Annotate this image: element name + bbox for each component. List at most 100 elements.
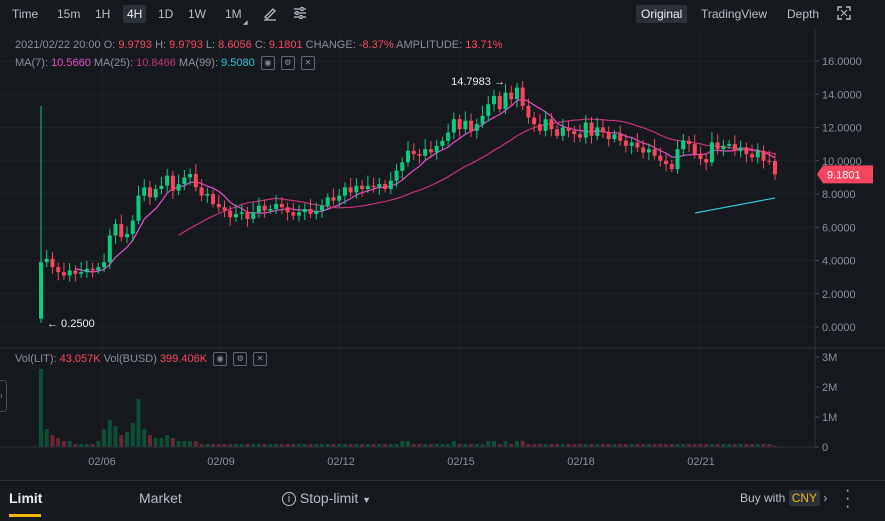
ma7-line	[75, 98, 776, 273]
volume-bar	[406, 441, 410, 447]
candle-body	[434, 145, 439, 153]
interval-1w[interactable]: 1W	[188, 7, 206, 21]
volume-bar	[618, 444, 623, 447]
eye-icon[interactable]: ◉	[260, 56, 275, 70]
tab-market[interactable]: Market	[139, 490, 182, 506]
vol-settings-icon[interactable]: ⚙	[233, 352, 248, 366]
vol-close-icon[interactable]: ✕	[253, 352, 268, 366]
candle-body	[446, 132, 451, 141]
volume-bar	[342, 444, 347, 447]
volume-bar	[233, 444, 238, 447]
info-icon: i	[282, 492, 296, 507]
candle-body	[715, 142, 720, 150]
order-type-tabs: Limit Market i Stop-limit ▼ Buy with CNY…	[0, 480, 885, 521]
volume-bar	[216, 444, 221, 447]
volume-bar	[520, 441, 525, 447]
date-tick-label: 02/09	[207, 456, 235, 468]
amplitude-label: AMPLITUDE:	[396, 39, 463, 51]
interval-time[interactable]: Time	[12, 7, 39, 21]
candle-body	[727, 144, 732, 146]
fullscreen-icon[interactable]	[836, 5, 852, 23]
candle-body	[451, 119, 456, 133]
candle-body	[165, 175, 170, 186]
candle-body	[182, 177, 187, 185]
volume-bar	[377, 444, 382, 447]
candle-body	[652, 149, 657, 156]
volume-bar	[61, 441, 66, 447]
candle-body	[233, 213, 238, 218]
close-value: 9.1801	[268, 39, 303, 51]
vol-busd-label: Vol(BUSD)	[103, 352, 157, 365]
ohlc-info: 2021/02/22 20:00 O: 9.9793 H: 9.9793 L: …	[15, 39, 503, 51]
panel-toggle-icon[interactable]: ›	[0, 380, 7, 412]
volume-bar	[497, 444, 502, 447]
view-depth-tab[interactable]: Depth	[787, 7, 820, 21]
volume-bar	[474, 444, 479, 447]
volume-bar	[417, 444, 422, 447]
price-tick-label: 8.0000	[822, 189, 856, 201]
volume-bar	[205, 444, 210, 447]
volume-bar	[755, 444, 760, 447]
interval-more-icon[interactable]: ◢	[243, 20, 248, 26]
candle-body	[50, 258, 55, 268]
candle-body	[526, 105, 531, 118]
candle-body	[773, 161, 777, 175]
change-value: -8.37%	[358, 39, 394, 51]
volume-bar	[107, 420, 112, 447]
candle-body	[107, 235, 112, 263]
buy-with-selector[interactable]: Buy with CNY ›	[740, 490, 827, 506]
candle-body	[130, 220, 135, 234]
interval-1d[interactable]: 1D	[158, 7, 174, 21]
interval-15m[interactable]: 15m	[57, 7, 81, 21]
volume-bar	[623, 444, 628, 447]
ma7-label: MA(7):	[15, 56, 48, 69]
volume-bar	[348, 444, 353, 447]
volume-bars	[39, 369, 777, 447]
volume-bar	[44, 429, 49, 447]
view-original-tab[interactable]: Original	[636, 5, 688, 23]
volume-bar	[514, 441, 519, 447]
chevron-down-icon: ▼	[362, 495, 372, 505]
vol-lit-value: 43.057K	[59, 352, 101, 365]
volume-bar	[732, 444, 737, 447]
view-tradingview-tab[interactable]: TradingView	[701, 7, 768, 21]
settings-icon[interactable]: ⚙	[280, 56, 295, 70]
price-tick-label: 16.0000	[822, 56, 862, 68]
ohlc-date: 2021/02/22 20:00	[15, 39, 101, 51]
more-menu-icon[interactable]: · · ·	[845, 482, 851, 515]
volume-bar	[245, 444, 250, 447]
chart-area[interactable]: 16.0000 14.0000 12.0000 10.0000 8.0000 6.0000…	[0, 28, 885, 480]
candle-body	[755, 150, 760, 158]
ma-info: MA(7): 10.5660 MA(25): 10.8466 MA(99): 9…	[15, 56, 315, 70]
indicator-settings-icon[interactable]	[292, 5, 308, 23]
candle-body	[732, 144, 737, 151]
tab-limit[interactable]: Limit	[9, 490, 43, 506]
interval-1m[interactable]: 1M	[225, 7, 242, 21]
volume-info: Vol(LIT): 43.057K Vol(BUSD) 399.406K ◉ ⚙…	[15, 352, 268, 366]
candle-body	[176, 184, 181, 191]
candlestick-chart[interactable]: 16.0000 14.0000 12.0000 10.0000 8.0000 6.0000…	[0, 28, 885, 480]
volume-bar	[314, 444, 319, 447]
close-icon[interactable]: ✕	[300, 56, 315, 70]
vol-eye-icon[interactable]: ◉	[213, 352, 228, 366]
draw-pen-icon[interactable]	[262, 5, 278, 23]
volume-bar	[274, 444, 279, 447]
volume-tick-label: 1M	[822, 412, 837, 424]
volume-bar	[170, 438, 175, 447]
date-tick-label: 02/12	[327, 456, 355, 468]
volume-bar	[686, 444, 691, 447]
date-tick-label: 02/18	[567, 456, 595, 468]
interval-1h[interactable]: 1H	[95, 7, 111, 21]
tab-stop-limit[interactable]: i Stop-limit ▼	[282, 490, 372, 507]
candle-body	[738, 147, 743, 151]
candle-body	[417, 154, 422, 156]
volume-bar	[165, 435, 170, 447]
volume-bar	[446, 444, 451, 447]
candle-body	[239, 212, 244, 214]
volume-bar	[492, 441, 497, 447]
candle-body	[159, 185, 164, 190]
volume-bar	[411, 444, 416, 447]
candle-body	[457, 119, 462, 130]
interval-4h[interactable]: 4H	[123, 5, 147, 23]
candle-body	[79, 272, 84, 274]
